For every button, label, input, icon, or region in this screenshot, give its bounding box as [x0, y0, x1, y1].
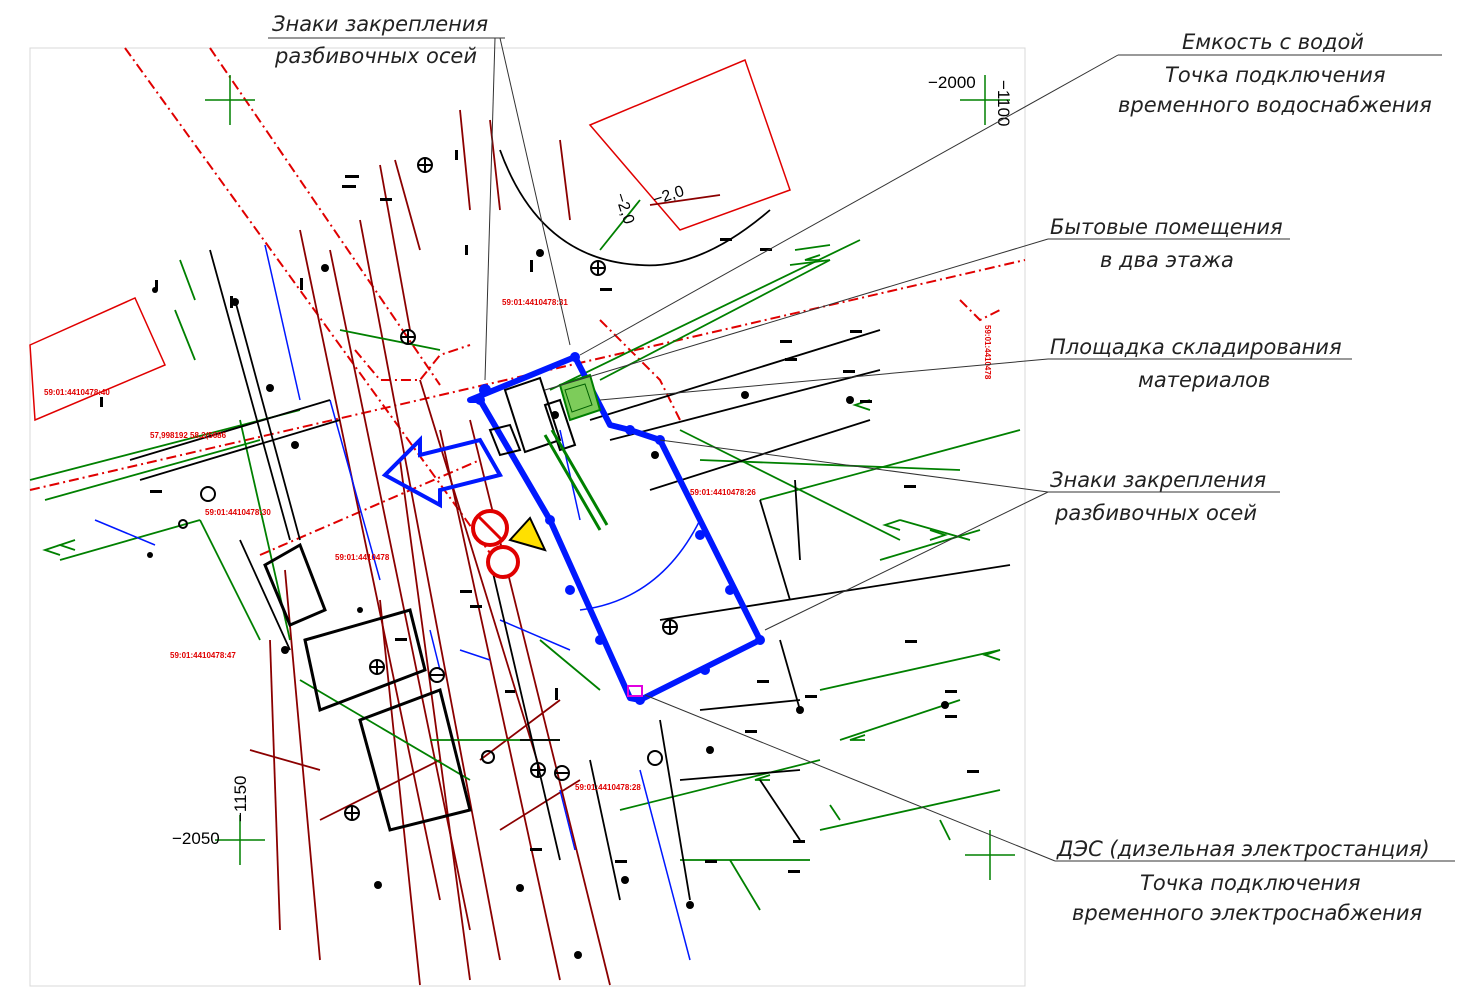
- callout-cabins-line2: в два этажа: [1100, 248, 1234, 272]
- cadastral-478: 59:01:4410478: [335, 553, 390, 562]
- building-left: [29, 297, 166, 422]
- manholes: [178, 157, 678, 821]
- grid-coordinates: −2000 −1100 −2050 −1150: [172, 73, 1013, 848]
- callout-generator-line1: ДЭС (дизельная электростанция): [1056, 837, 1430, 861]
- node-points: [147, 249, 949, 959]
- cadastral-labels: 59:01:4410478:31 59:01:4410478:40 59:01:…: [44, 298, 992, 792]
- cadastral-26: 59:01:4410478:26: [690, 488, 756, 497]
- grid-x-bottom: −2050: [172, 829, 220, 848]
- cadastral-28: 59:01:4410478:28: [575, 783, 641, 792]
- cadastral-31: 59:01:4410478:31: [502, 298, 568, 307]
- callout-storage-line2: материалов: [1138, 368, 1270, 392]
- callout-axes-right-line1: Знаки закрепления: [1050, 468, 1266, 492]
- callout-water: Емкость с водой Точка подключения времен…: [1118, 30, 1432, 117]
- level-mark-1: −2,0: [611, 191, 637, 226]
- crane-radius: [579, 519, 701, 611]
- crane-track: [543, 429, 609, 531]
- entry-arrow: [381, 435, 504, 509]
- fence-posts: [475, 352, 765, 705]
- cadastral-30: 59:01:4410478:30: [205, 508, 271, 517]
- existing-structures: [263, 542, 472, 832]
- elevation-marks: [100, 150, 979, 873]
- blue-lines: [94, 244, 691, 961]
- callout-axes-right: Знаки закрепления разбивочных осей: [1050, 468, 1266, 525]
- callout-generator: ДЭС (дизельная электростанция) Точка под…: [1056, 837, 1430, 925]
- generator-marker: [627, 685, 643, 697]
- red-boundaries: [29, 47, 1026, 561]
- grid-y-top: −1100: [994, 80, 1013, 126]
- grid-crosses: [205, 75, 1015, 880]
- callout-cabins: Бытовые помещения в два этажа: [1050, 215, 1283, 272]
- callout-storage: Площадка складирования материалов: [1050, 335, 1342, 392]
- grid-x-top: −2000: [928, 73, 976, 92]
- cadastral-47: 59:01:4410478:47: [170, 651, 236, 660]
- cadastral-478-right: 59:01:4410478: [983, 325, 992, 380]
- callout-storage-line1: Площадка складирования: [1050, 335, 1342, 359]
- warning-signs: [471, 509, 547, 579]
- level-mark-2: −2,0: [651, 183, 686, 209]
- cadastral-40: 59:01:4410478:40: [44, 388, 110, 397]
- drawing-frame: [29, 47, 1026, 987]
- coordinate-pair: 57,998192 58,2(5686: [150, 431, 227, 440]
- construction-fence: [467, 354, 763, 703]
- callout-generator-line3: временного электроснабжения: [1072, 901, 1422, 925]
- callout-water-line1: Емкость с водой: [1182, 30, 1364, 54]
- callout-axes-right-line2: разбивочных осей: [1054, 501, 1257, 525]
- callout-axes-top-line1: Знаки закрепления: [272, 12, 488, 36]
- callout-cabins-line1: Бытовые помещения: [1050, 215, 1283, 239]
- callout-axes-top-line2: разбивочных осей: [274, 44, 477, 68]
- storage-area: [558, 373, 602, 422]
- callout-axes-top: Знаки закрепления разбивочных осей: [272, 12, 488, 68]
- callout-water-line3: временного водоснабжения: [1118, 93, 1432, 117]
- grid-y-bottom: −1150: [231, 776, 250, 822]
- level-marks: −2,0 −2,0: [611, 183, 686, 227]
- buildings: [29, 58, 791, 422]
- building-top-right: [588, 58, 791, 231]
- leader-lines: [268, 37, 1455, 862]
- callout-water-line2: Точка подключения: [1165, 63, 1386, 87]
- callout-generator-line2: Точка подключения: [1140, 871, 1361, 895]
- black-lines: [129, 149, 1011, 901]
